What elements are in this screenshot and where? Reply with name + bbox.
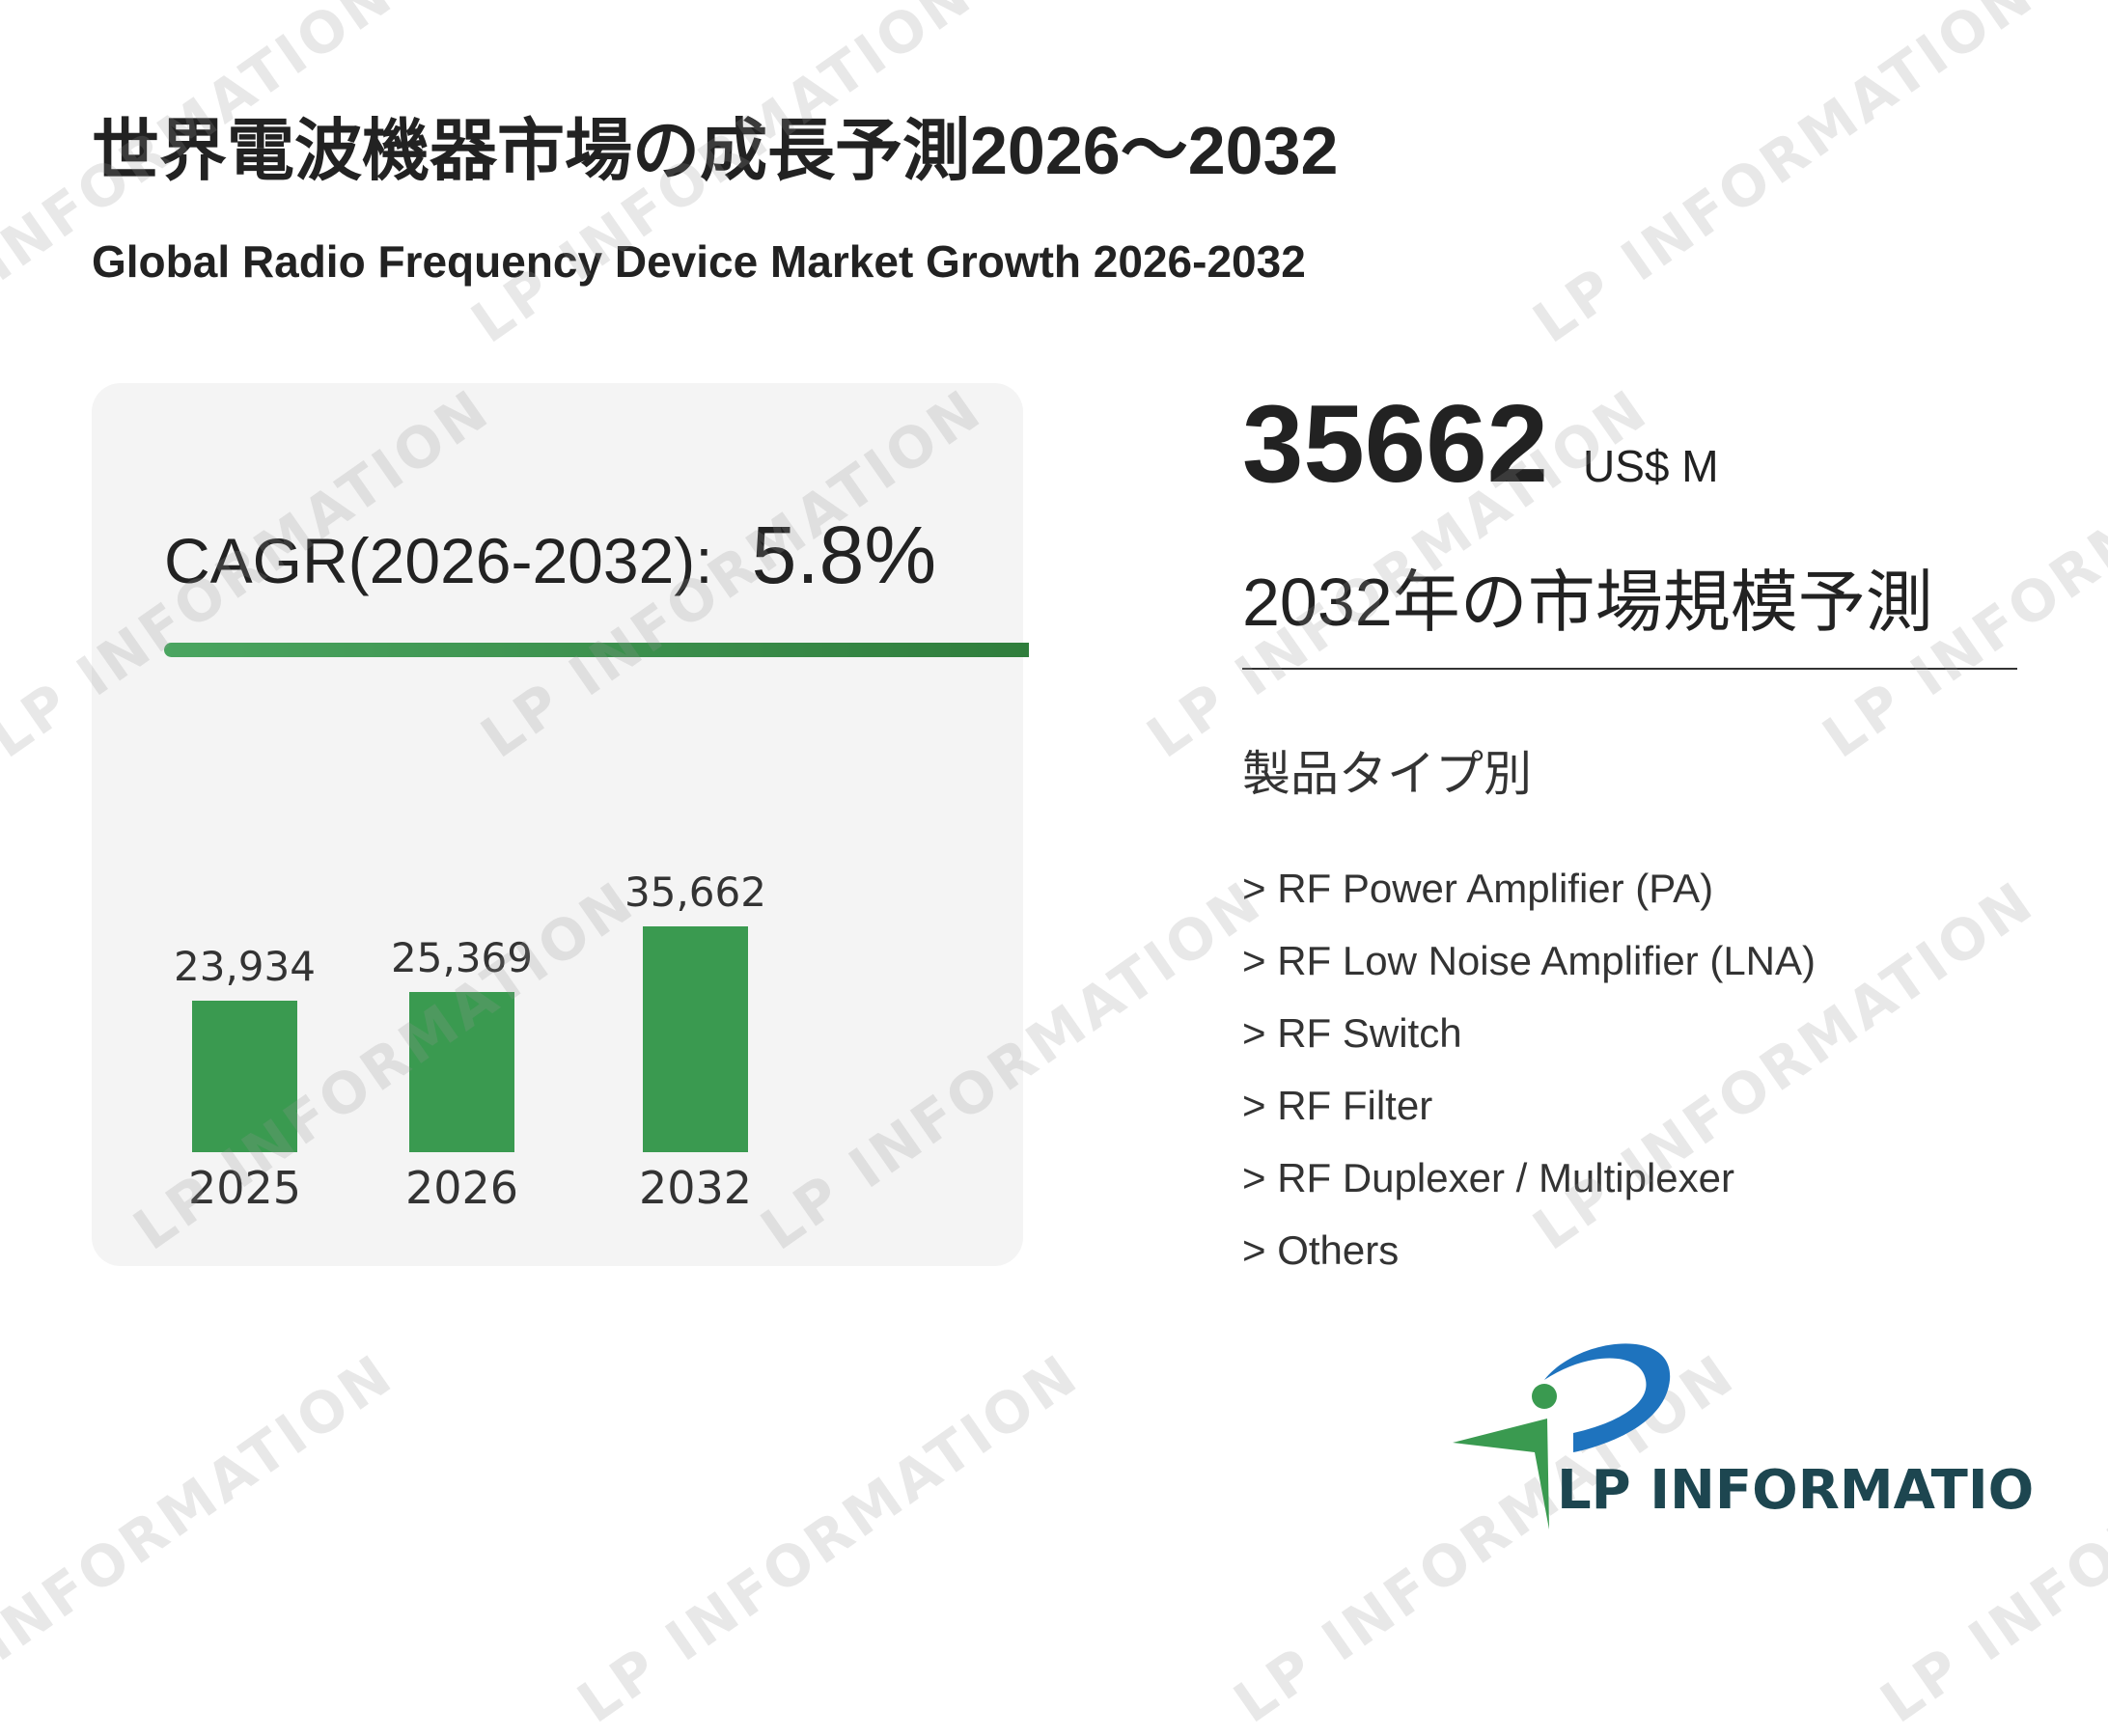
market-size-caption: 2032年の市場規模予測 [1242,565,1933,640]
cagr-chart-card: CAGR(2026-2032): 5.8% 23,934 2025 25,369 202… [92,383,1029,1266]
segment-item: > RF Switch [1242,1010,1462,1056]
bar-2026 [409,991,514,1152]
market-size-row: 35662 US$ M [1242,381,1719,508]
bar-value-label: 35,662 [624,868,766,916]
watermark-text: LP INFORMATION [0,1340,406,1735]
svg-text:LP INFORMATION: LP INFORMATION [1557,1459,2032,1522]
lp-information-logo: LP INFORMATION [1453,1343,2032,1529]
page-subtitle: Global Radio Frequency Device Market Gro… [92,236,1306,287]
market-bar-chart: 23,934 2025 25,369 2026 35,662 2032 [92,383,1023,1266]
segment-item: > RF Duplexer / Multiplexer [1242,1155,1735,1200]
bar-value-label: 25,369 [391,933,533,981]
x-tick-label: 2026 [404,1162,519,1214]
cagr-row: CAGR(2026-2032): 5.8% [164,509,936,602]
bar-value-label: 23,934 [174,942,316,990]
watermark-text: LP INFORMATION [1521,0,2047,356]
cagr-label: CAGR(2026-2032): [164,525,713,596]
segment-item: > RF Power Amplifier (PA) [1242,866,1714,911]
segment-item: > RF Low Noise Amplifier (LNA) [1242,938,1817,983]
segment-list: > RF Power Amplifier (PA) > RF Low Noise… [1242,864,1816,1298]
market-size-value: 35662 [1242,383,1549,506]
divider [1242,668,2017,670]
watermark-text: LP INFORMATION [566,1340,1092,1736]
market-size-unit: US$ M [1583,441,1719,491]
segment-title: 製品タイプ別 [1242,747,1532,801]
page-title: 世界電波機器市場の成長予測2026～2032 [92,113,1339,188]
segment-item: > Others [1242,1227,1400,1273]
x-tick-label: 2025 [187,1162,302,1214]
cagr-divider-line [164,643,1029,657]
x-tick-label: 2032 [638,1162,753,1214]
bar-2025 [192,1000,297,1152]
segment-item: > RF Filter [1242,1083,1433,1128]
bar-2032 [643,926,748,1152]
cagr-value: 5.8% [751,510,937,600]
